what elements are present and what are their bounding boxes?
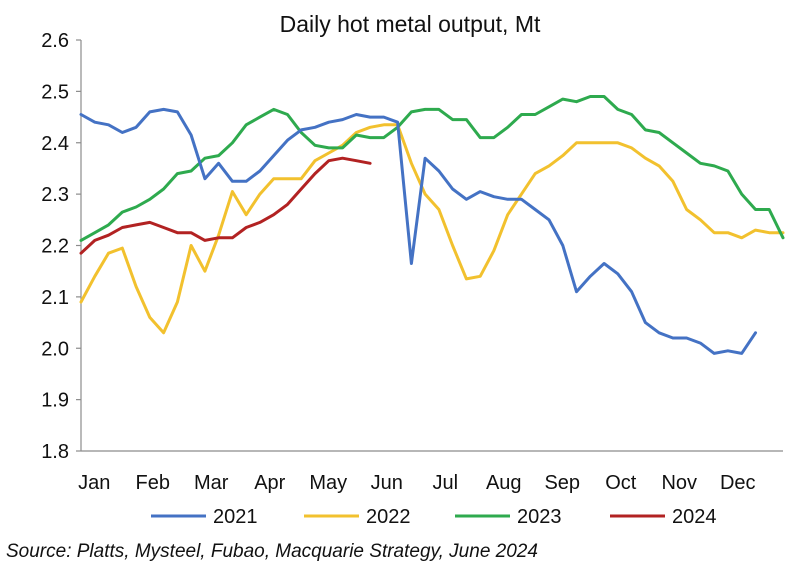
legend-label-2021: 2021 <box>213 506 258 528</box>
x-tick-label: Jun <box>371 472 403 494</box>
legend-label-2024: 2024 <box>672 506 717 528</box>
y-tick-label: 1.8 <box>41 441 69 463</box>
x-tick-label: Aug <box>486 472 522 494</box>
x-tick-label: Jan <box>78 472 110 494</box>
y-tick-label: 2.0 <box>41 338 69 360</box>
y-tick-label: 1.9 <box>41 390 69 412</box>
x-tick-label: Feb <box>136 472 170 494</box>
legend-label-2023: 2023 <box>517 506 562 528</box>
legend: 2021 2022 2023 2024 <box>151 506 717 528</box>
legend-label-2022: 2022 <box>366 506 411 528</box>
y-tick-label: 2.5 <box>41 81 69 103</box>
series-layer <box>79 95 785 355</box>
series-line-2022 <box>79 123 785 335</box>
y-tick-label: 2.3 <box>41 184 69 206</box>
x-tick-label: Nov <box>661 472 697 494</box>
series-line-2024 <box>79 156 372 255</box>
x-tick-label: Mar <box>194 472 229 494</box>
chart-title: Daily hot metal output, Mt <box>280 11 541 37</box>
source-note: Source: Platts, Mysteel, Fubao, Macquari… <box>6 541 538 562</box>
x-tick-label: Sep <box>544 472 580 494</box>
x-tick-label: Jul <box>432 472 458 494</box>
series-line-2023 <box>79 95 785 242</box>
x-tick-label: Apr <box>254 472 285 494</box>
axes <box>80 40 783 452</box>
y-tick-label: 2.4 <box>41 133 69 155</box>
x-tick-label: May <box>309 472 347 494</box>
x-axis-ticks: Jan Feb Mar Apr May Jun Jul Aug Sep Oct Nov Dec <box>78 472 755 494</box>
y-tick-label: 2.1 <box>41 287 69 309</box>
y-tick-label: 2.2 <box>41 236 69 258</box>
series-line-2021 <box>79 107 757 355</box>
x-tick-label: Dec <box>720 472 756 494</box>
y-tick-label: 2.6 <box>41 30 69 52</box>
y-axis-ticks: 1.8 1.9 2.0 2.1 2.2 2.3 2.4 2.5 2.6 <box>41 30 81 463</box>
x-tick-label: Oct <box>605 472 637 494</box>
